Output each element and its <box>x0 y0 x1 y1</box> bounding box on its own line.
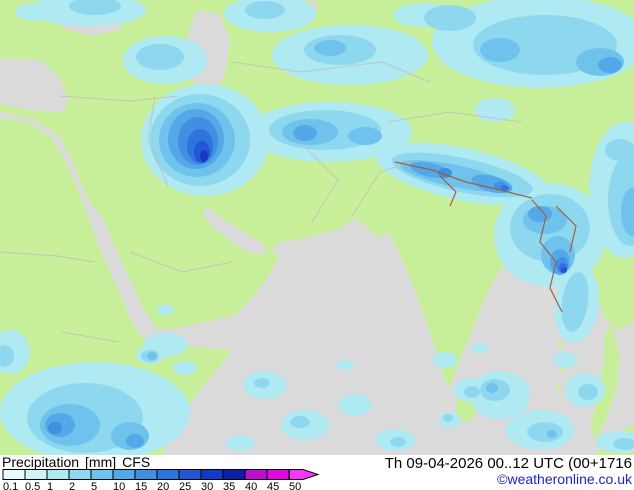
legend-right: Th 09-04-2026 00..12 UTC (00+1716 ©weath… <box>344 456 632 490</box>
land-malay-peninsula <box>590 325 620 440</box>
legend-model: CFS <box>122 454 151 470</box>
svg-text:30: 30 <box>201 481 213 490</box>
svg-text:0.5: 0.5 <box>25 481 40 490</box>
legend-bar: Precipitation [mm] CFS 0.1 0.5 1 2 5 10 15 20 25 30… <box>0 455 634 490</box>
svg-text:20: 20 <box>157 481 169 490</box>
caspian-sea <box>188 10 230 102</box>
mediterranean-sea <box>0 58 68 112</box>
svg-text:25: 25 <box>179 481 191 490</box>
persian-gulf <box>202 207 268 254</box>
svg-text:35: 35 <box>223 481 235 490</box>
legend-left: Precipitation [mm] CFS 0.1 0.5 1 2 5 10 15 20 25 30… <box>2 454 344 490</box>
svg-text:0.1: 0.1 <box>3 481 18 490</box>
precip-level-extreme <box>200 150 208 162</box>
svg-text:10: 10 <box>113 481 125 490</box>
island <box>556 384 560 392</box>
svg-text:50: 50 <box>289 481 301 490</box>
svg-text:45: 45 <box>267 481 279 490</box>
svg-text:40: 40 <box>245 481 257 490</box>
land-eurasia <box>0 0 634 388</box>
svg-text:15: 15 <box>135 481 147 490</box>
legend-title-row: Precipitation [mm] CFS <box>2 454 344 470</box>
legend-unit: [mm] <box>85 454 117 470</box>
map-area <box>0 0 634 455</box>
svg-text:2: 2 <box>69 481 75 490</box>
legend-title: Precipitation <box>2 454 80 470</box>
precipitation-map <box>0 0 634 455</box>
valid-datetime: Th 09-04-2026 00..12 UTC (00+1716 <box>384 456 632 472</box>
mountain-region-borders <box>394 161 577 313</box>
precipitation-color-scale: 0.1 0.5 1 2 5 10 15 20 25 30 35 40 45 50 <box>2 469 320 490</box>
copyright-link: ©weatheronline.co.uk <box>497 471 632 487</box>
island <box>558 340 562 350</box>
svg-text:1: 1 <box>47 481 53 490</box>
svg-text:5: 5 <box>91 481 97 490</box>
country-borders <box>0 61 523 343</box>
